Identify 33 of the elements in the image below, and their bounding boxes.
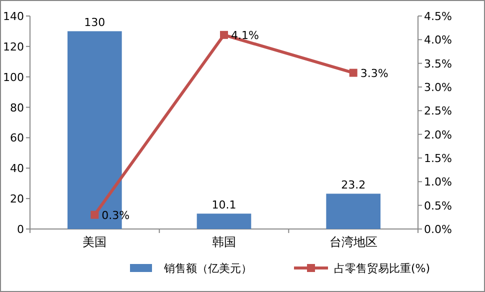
- point: [349, 68, 358, 77]
- y2-tick-label: 1.5%: [424, 152, 452, 165]
- y2-tick-label: 3.5%: [424, 57, 452, 70]
- y2-tick-label: 2.5%: [424, 104, 452, 118]
- bar: [196, 214, 252, 229]
- y-tick-label: 80: [10, 101, 24, 114]
- y2-tick-label: 4.0%: [424, 34, 452, 47]
- bar: [326, 194, 380, 229]
- y-tick-label: 0: [17, 223, 24, 236]
- data-label: 3.3%: [360, 66, 388, 80]
- y-tick-label: 40: [10, 162, 24, 176]
- y2-tick-label: 3.0%: [424, 81, 452, 94]
- y-tick-label: 140: [3, 10, 24, 23]
- y-tick-label: 120: [3, 40, 24, 54]
- x-tick-label: 美国: [82, 235, 107, 249]
- y2-tick-label: 0.0%: [424, 223, 452, 236]
- data-label: 10.1: [212, 198, 236, 212]
- data-label: 23.2: [341, 178, 366, 192]
- point: [90, 210, 99, 219]
- y-tick-label: 100: [3, 70, 24, 84]
- y2-tick-label: 0.5%: [424, 199, 452, 212]
- y-tick-label: 60: [10, 132, 24, 145]
- y2-tick-label: 1.0%: [424, 176, 452, 189]
- data-label: 4.1%: [231, 28, 259, 42]
- legend-label: 占零售贸易比重(%): [334, 262, 430, 275]
- y-tick-label: 20: [10, 192, 24, 206]
- legend-label: 销售额（亿美元）: [163, 262, 252, 275]
- y2-tick-label: 2.0%: [424, 128, 452, 142]
- x-tick-label: 台湾地区: [329, 235, 378, 249]
- y2-tick-label: 4.5%: [424, 10, 452, 23]
- data-label: 130: [84, 16, 106, 30]
- point: [220, 30, 228, 39]
- x-tick-label: 韩国: [212, 235, 236, 249]
